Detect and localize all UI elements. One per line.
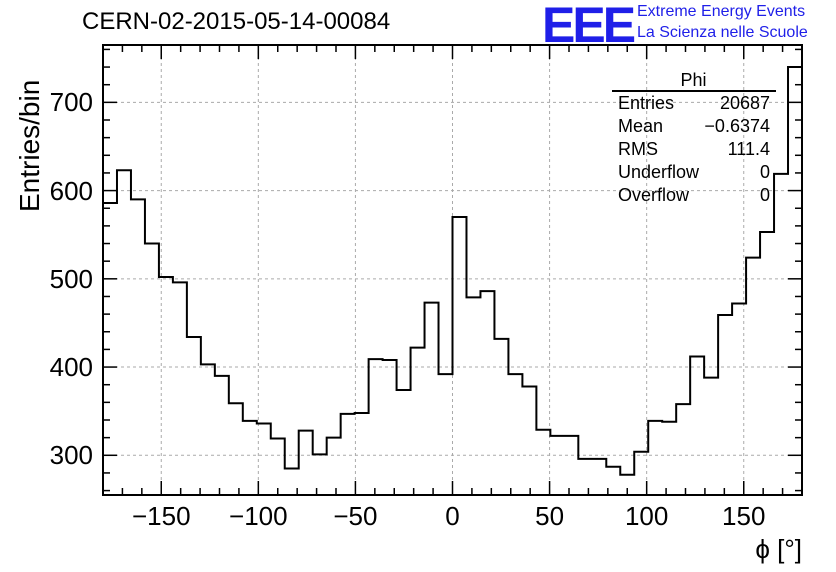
- stats-key: Mean: [618, 116, 664, 136]
- stats-value: 20687: [719, 93, 770, 113]
- y-tick-label: 500: [49, 263, 93, 294]
- axis-ticks: [103, 45, 802, 495]
- y-tick-label: 600: [49, 175, 93, 206]
- histogram-step-line: [103, 66, 802, 476]
- x-tick-label: 150: [722, 501, 766, 531]
- y-tick-label: 300: [49, 440, 93, 471]
- x-axis-label: ϕ [°]: [755, 534, 802, 564]
- histogram-series: [103, 66, 802, 476]
- y-tick-label: 400: [49, 352, 93, 383]
- y-axis-label: Entries/bin: [14, 79, 45, 212]
- stats-key: Underflow: [618, 162, 700, 182]
- x-tick-label: 0: [445, 501, 460, 531]
- x-tick-label: −100: [229, 501, 288, 531]
- y-tick-label: 700: [49, 87, 93, 118]
- stats-value: 0: [759, 162, 770, 182]
- logo-caption-line2: La Scienza nelle Scuole: [637, 24, 808, 41]
- page-title: CERN-02-2015-05-14-00084: [82, 8, 391, 35]
- stats-value: 111.4: [727, 139, 770, 159]
- x-tick-label: 100: [624, 501, 669, 531]
- stats-value: 0: [759, 185, 770, 205]
- stats-key: Entries: [618, 93, 675, 113]
- stats-box-title: Phi: [680, 70, 707, 90]
- stats-key: Overflow: [618, 185, 690, 205]
- x-tick-label: 50: [535, 501, 565, 531]
- eee-logo: EEE: [542, 0, 636, 53]
- logo-caption-line1: Extreme Energy Events: [637, 3, 806, 20]
- stats-value: −0.6374: [704, 116, 770, 136]
- stats-key: RMS: [618, 139, 658, 159]
- x-tick-label: −50: [333, 501, 378, 531]
- x-tick-label: −150: [131, 501, 191, 531]
